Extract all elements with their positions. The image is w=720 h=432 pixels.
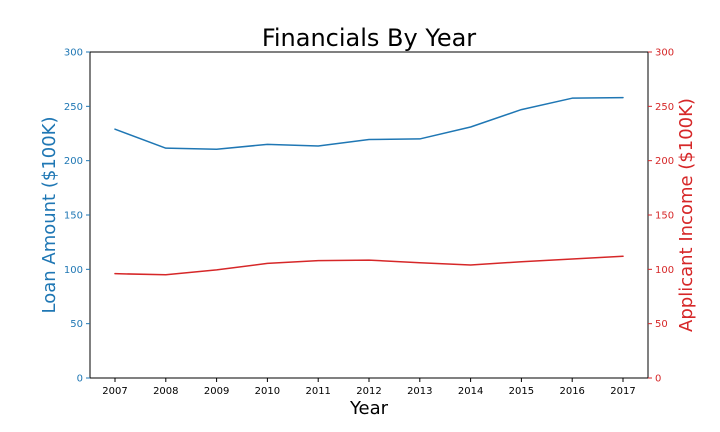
x-tick-label: 2017 [610, 386, 635, 397]
plot-area-frame [89, 51, 649, 379]
x-tick-label: 2012 [356, 386, 381, 397]
left-y-tick-label: 250 [64, 102, 83, 113]
x-tick-label: 2013 [407, 386, 432, 397]
series-lines [114, 96, 624, 276]
x-tick-label: 2015 [509, 386, 534, 397]
applicant-income-line [114, 255, 624, 276]
x-axis-label: Year [349, 398, 389, 419]
x-tick-label: 2007 [102, 386, 127, 397]
right-y-tick-label: 250 [655, 102, 674, 113]
left-y-tick-label: 0 [77, 374, 83, 385]
right-axis-ticks: 0 50 100 150 200 250 300 [648, 48, 674, 385]
left-y-tick-label: 200 [64, 156, 83, 167]
right-y-tick-label: 200 [655, 156, 674, 167]
chart-title: Financials By Year [262, 24, 476, 52]
x-tick-label: 2010 [255, 386, 280, 397]
right-y-tick-label: 50 [655, 319, 668, 330]
left-y-tick-label: 50 [70, 319, 83, 330]
x-tick-label: 2009 [204, 386, 229, 397]
right-y-tick-label: 100 [655, 265, 674, 276]
x-tick-label: 2011 [305, 386, 330, 397]
right-y-tick-label: 0 [655, 374, 661, 385]
left-y-axis-label: Loan Amount ($100K) [39, 117, 60, 314]
left-axis-ticks: 0 50 100 150 200 250 300 [64, 48, 90, 385]
x-tick-label: 2008 [153, 386, 178, 397]
loan-amount-line [114, 96, 624, 151]
right-y-tick-label: 150 [655, 211, 674, 222]
left-y-tick-label: 100 [64, 265, 83, 276]
x-tick-label: 2014 [458, 386, 483, 397]
right-y-axis-label: Applicant Income ($100K) [676, 98, 697, 332]
left-y-tick-label: 300 [64, 48, 83, 59]
x-axis-ticks: 2007 2008 2009 2010 2011 2012 2013 2014 2015 2016… [102, 378, 636, 397]
right-y-tick-label: 300 [655, 48, 674, 59]
left-y-tick-label: 150 [64, 211, 83, 222]
x-tick-label: 2016 [559, 386, 584, 397]
